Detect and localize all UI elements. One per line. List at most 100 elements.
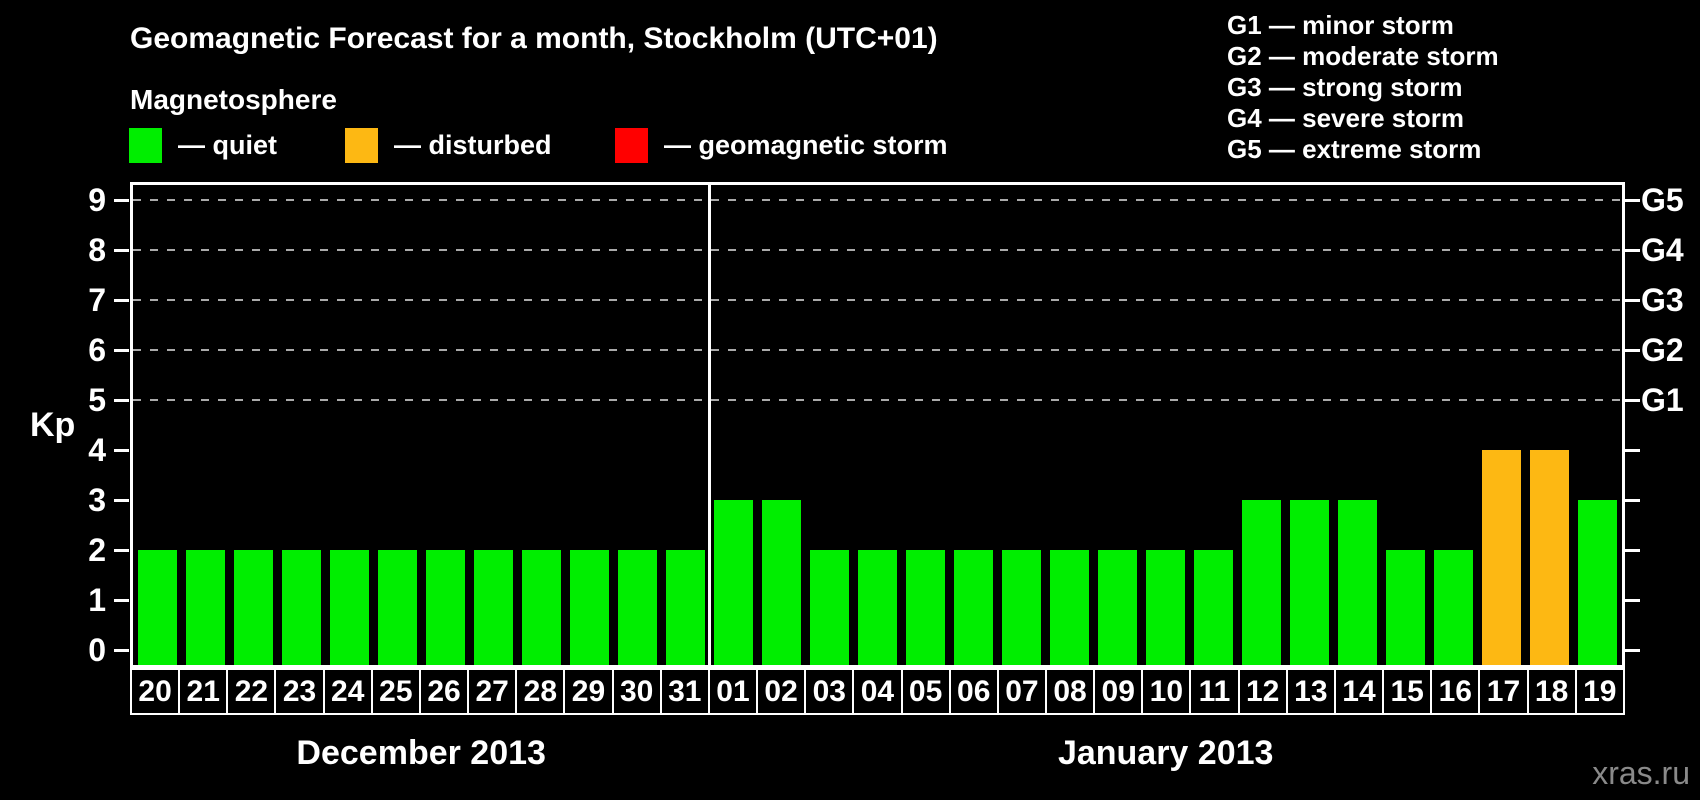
gridline-kp-6 — [133, 349, 1622, 351]
day-label-cell: 30 — [613, 670, 662, 713]
y-tick-label-8: 8 — [88, 232, 106, 268]
y-tick-label-2: 2 — [88, 532, 106, 568]
day-label-cell: 26 — [420, 670, 470, 713]
day-label-cell: 22 — [228, 670, 277, 713]
day-label-cell: 28 — [517, 670, 566, 713]
kp-bar-day-24 — [329, 550, 369, 665]
kp-bar-day-07 — [1002, 550, 1042, 665]
quiet-color-swatch — [129, 128, 162, 163]
kp-bar-day-19 — [1578, 500, 1618, 665]
day-label-cell: 01 — [709, 670, 759, 713]
y-tick-right-5 — [1625, 399, 1640, 402]
kp-bar-day-22 — [233, 550, 273, 665]
legend-label-disturbed: — disturbed — [394, 130, 552, 160]
gridline-kp-9 — [133, 199, 1622, 201]
storm-scale-g1: G1 — minor storm — [1227, 10, 1454, 40]
kp-bar-day-06 — [954, 550, 994, 665]
kp-bar-day-23 — [281, 550, 321, 665]
kp-bar-day-28 — [521, 550, 561, 665]
storm-scale-g4: G4 — severe storm — [1227, 103, 1465, 133]
y-tick-label-9: 9 — [88, 182, 106, 218]
day-label-cell: 07 — [998, 670, 1047, 713]
storm-scale-g2: G2 — moderate storm — [1227, 41, 1499, 71]
g-scale-label-g1: G1 — [1641, 382, 1684, 418]
month-separator — [707, 185, 711, 665]
y-axis-title: Kp — [30, 406, 76, 444]
y-tick-right-7 — [1625, 299, 1640, 302]
y-tick-right-2 — [1625, 549, 1640, 552]
day-label-cell: 18 — [1528, 670, 1577, 713]
y-tick-label-4: 4 — [88, 432, 106, 468]
y-tick-label-6: 6 — [88, 332, 106, 368]
day-label-cell: 13 — [1287, 670, 1336, 713]
kp-bar-day-25 — [377, 550, 417, 665]
kp-bar-day-09 — [1098, 550, 1138, 665]
y-tick-left-5 — [114, 399, 129, 402]
page-title: Geomagnetic Forecast for a month, Stockh… — [130, 22, 938, 55]
magnetosphere-label: Magnetosphere — [130, 84, 337, 115]
day-label-cell: 20 — [132, 670, 181, 713]
y-tick-label-1: 1 — [88, 582, 106, 618]
y-tick-left-2 — [114, 549, 129, 552]
kp-bar-day-27 — [473, 550, 513, 665]
y-tick-right-8 — [1625, 249, 1640, 252]
g-scale-label-g3: G3 — [1641, 282, 1684, 318]
y-tick-label-7: 7 — [88, 282, 106, 318]
storm-scale-g5: G5 — extreme storm — [1227, 134, 1482, 164]
kp-bar-day-14 — [1338, 500, 1378, 665]
kp-bar-day-02 — [761, 500, 801, 665]
kp-bar-day-20 — [137, 550, 177, 665]
y-tick-left-9 — [114, 199, 129, 202]
kp-bar-day-16 — [1434, 550, 1474, 665]
kp-bar-day-30 — [617, 550, 657, 665]
kp-bar-day-04 — [857, 550, 897, 665]
kp-bar-day-13 — [1290, 500, 1330, 665]
y-tick-left-7 — [114, 299, 129, 302]
y-tick-label-5: 5 — [88, 382, 106, 418]
day-label-cell: 21 — [180, 670, 229, 713]
day-label-cell: 23 — [276, 670, 325, 713]
day-label-cell: 04 — [854, 670, 903, 713]
y-tick-right-6 — [1625, 349, 1640, 352]
y-tick-left-8 — [114, 249, 129, 252]
day-label-cell: 08 — [1046, 670, 1096, 713]
day-label-cell: 16 — [1432, 670, 1481, 713]
y-tick-label-3: 3 — [88, 482, 106, 518]
day-label-cell: 12 — [1239, 670, 1288, 713]
gridline-kp-5 — [133, 399, 1622, 401]
kp-bar-day-08 — [1050, 550, 1090, 665]
g-scale-label-g2: G2 — [1641, 332, 1684, 368]
day-label-cell: 17 — [1480, 670, 1529, 713]
legend-item-quiet: — quiet — [129, 128, 277, 163]
y-tick-right-9 — [1625, 199, 1640, 202]
day-label-cell: 25 — [372, 670, 421, 713]
g-scale-label-g4: G4 — [1641, 232, 1684, 268]
y-tick-left-4 — [114, 449, 129, 452]
kp-bar-day-18 — [1530, 450, 1570, 665]
y-tick-right-3 — [1625, 499, 1640, 502]
kp-bar-day-29 — [569, 550, 609, 665]
y-tick-left-1 — [114, 599, 129, 602]
storm-color-swatch — [615, 128, 648, 163]
day-label-cell: 15 — [1384, 670, 1433, 713]
day-label-cell: 09 — [1095, 670, 1144, 713]
day-label-cell: 27 — [469, 670, 518, 713]
kp-bar-day-26 — [425, 550, 465, 665]
day-label-cell: 14 — [1335, 670, 1385, 713]
day-label-cell: 24 — [324, 670, 373, 713]
magnetosphere-legend: — quiet — disturbed — geomagnetic storm — [0, 128, 1100, 170]
kp-bar-day-21 — [185, 550, 225, 665]
x-axis-day-labels: 20 21 22 23 24 25 26 27 28 29 30 31 01 02 03 04 05 06 07 08… — [130, 668, 1625, 715]
kp-bar-day-10 — [1146, 550, 1186, 665]
gridline-kp-7 — [133, 299, 1622, 301]
day-label-cell: 05 — [902, 670, 951, 713]
y-tick-left-6 — [114, 349, 129, 352]
legend-label-storm: — geomagnetic storm — [664, 130, 948, 160]
gridline-kp-8 — [133, 249, 1622, 251]
storm-scale-legend: G1 — minor storm G2 — moderate storm G3 … — [1227, 10, 1499, 165]
kp-bar-day-17 — [1482, 450, 1522, 665]
y-tick-label-0: 0 — [88, 632, 106, 668]
day-label-cell: 02 — [758, 670, 807, 713]
y-tick-right-1 — [1625, 599, 1640, 602]
